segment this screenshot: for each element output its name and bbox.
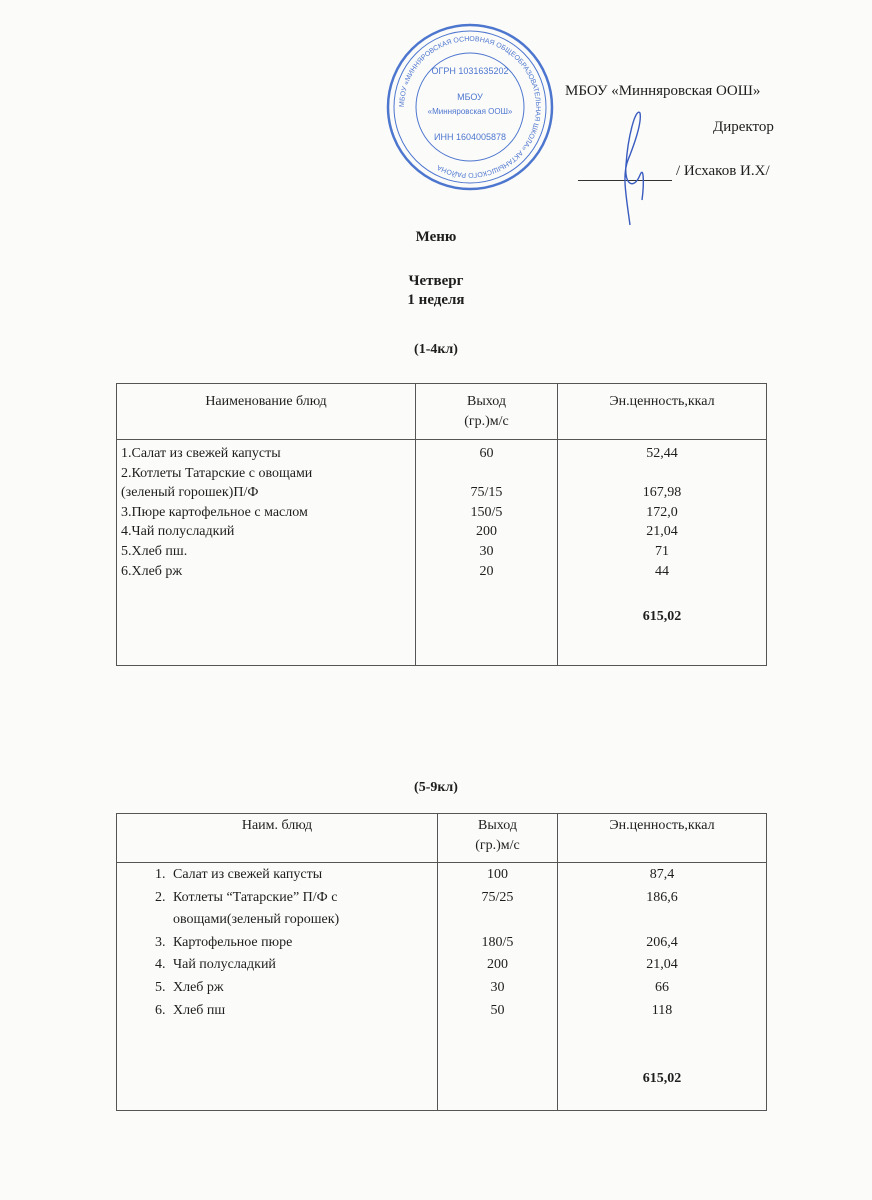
dish-column: 1.Салат из свежей капусты 2.Котлеты Тата… [116, 439, 416, 666]
dish-column: Салат из свежей капусты Котлеты “Татарск… [116, 862, 438, 1111]
week-label: 1 неделя [407, 292, 465, 308]
stamp-icon: МБОУ «МИННЯРОВСКАЯ ОСНОВНАЯ ОБЩЕОБРАЗОВА… [386, 23, 554, 191]
table-row: Салат из свежей капусты Котлеты “Татарск… [116, 862, 767, 1111]
header-yield: Выход (гр.)м/с [437, 813, 558, 863]
menu-table-1-4: Наименование блюд Выход (гр.)м/с Эн.ценно… [116, 383, 767, 666]
header-yield: Выход (гр.)м/с [415, 383, 558, 440]
day-label: Четверг [408, 273, 464, 289]
table-row: 1.Салат из свежей капусты 2.Котлеты Тата… [116, 439, 767, 666]
approval-signature-name: / Исхаков И.Х/ [676, 163, 770, 179]
svg-text:ИНН 1604005878: ИНН 1604005878 [434, 132, 506, 142]
kcal-column: 52,44 167,98 172,0 21,04 71 44 615,02 [557, 439, 767, 666]
header-dish: Наим. блюд [116, 813, 438, 863]
svg-text:ОГРН 1031635202: ОГРН 1031635202 [432, 66, 509, 76]
total-kcal: 615,02 [642, 1071, 682, 1087]
table-header-row: Наименование блюд Выход (гр.)м/с Эн.ценно… [116, 383, 767, 440]
header-dish: Наименование блюд [116, 383, 416, 440]
group-label-1-4: (1-4кл) [414, 342, 458, 357]
menu-table-5-9: Наим. блюд Выход (гр.)м/с Эн.ценность,кка… [116, 813, 767, 1111]
svg-text:«Минняровская ООШ»: «Минняровская ООШ» [428, 107, 513, 116]
signature-icon [624, 111, 645, 226]
group-label-5-9: (5-9кл) [414, 780, 458, 795]
header-kcal: Эн.ценность,ккал [557, 383, 767, 440]
total-kcal: 615,02 [642, 609, 682, 625]
approval-organization: МБОУ «Минняровская ООШ» [565, 83, 761, 99]
page-title: Меню [415, 229, 457, 245]
header-kcal: Эн.ценность,ккал [557, 813, 767, 863]
table-header-row: Наим. блюд Выход (гр.)м/с Эн.ценность,кка… [116, 813, 767, 863]
approval-position: Директор [713, 119, 774, 135]
yield-column: 60 75/15 150/5 200 30 20 [415, 439, 558, 666]
kcal-column: 87,4 186,6 206,4 21,04 66 118 615,02 [557, 862, 767, 1111]
svg-text:МБОУ: МБОУ [457, 92, 483, 102]
yield-column: 100 75/25 180/5 200 30 50 [437, 862, 558, 1111]
